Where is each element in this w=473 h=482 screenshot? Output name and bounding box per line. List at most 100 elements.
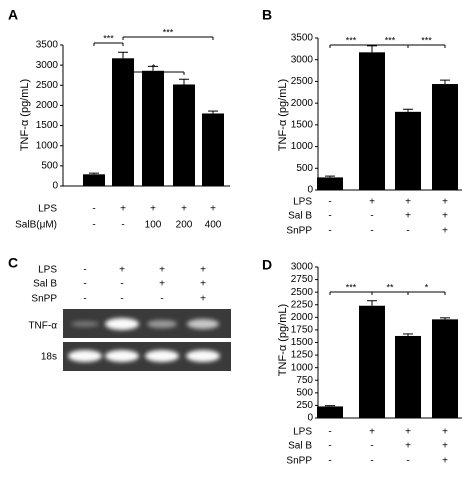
- gel-band: [147, 320, 177, 328]
- condition-value: +: [442, 197, 448, 208]
- y-tick-label: 750: [296, 375, 313, 386]
- bar: [173, 84, 195, 186]
- y-tick-label: 3500: [291, 33, 314, 44]
- y-axis-label: TNF-α (pg/mL): [277, 304, 289, 376]
- y-tick-label: 1500: [36, 120, 59, 131]
- y-tick-label: 2750: [291, 274, 314, 285]
- condition-value: +: [442, 441, 448, 452]
- y-tick-label: 0: [307, 413, 313, 424]
- condition-value: -: [160, 294, 163, 305]
- y-tick-label: 3000: [291, 262, 314, 273]
- condition-value: +: [405, 427, 411, 438]
- condition-label: SnPP: [31, 294, 57, 305]
- bar: [395, 335, 421, 418]
- condition-value: -: [92, 220, 95, 231]
- y-tick-label: 3500: [36, 40, 59, 51]
- gel-band: [186, 350, 220, 362]
- condition-value: -: [328, 197, 331, 208]
- y-tick-label: 1750: [291, 325, 314, 336]
- y-tick-label: 2000: [291, 98, 314, 109]
- condition-value: -: [92, 204, 95, 215]
- condition-value: -: [328, 427, 331, 438]
- condition-label: Sal B: [288, 211, 312, 222]
- y-tick-label: 1000: [291, 362, 314, 373]
- condition-value: +: [442, 427, 448, 438]
- condition-value: -: [83, 265, 86, 276]
- panel-letter: B: [262, 7, 272, 23]
- condition-value: +: [442, 226, 448, 237]
- condition-value: +: [181, 204, 187, 215]
- condition-value: +: [119, 265, 125, 276]
- condition-value: -: [120, 294, 123, 305]
- condition-label: LPS: [293, 427, 312, 438]
- condition-value: +: [369, 427, 375, 438]
- condition-value: 100: [145, 220, 162, 231]
- sig-label: *: [152, 62, 156, 72]
- condition-label: Sal B: [288, 441, 312, 452]
- sig-label: ***: [421, 35, 432, 45]
- gel-band: [105, 318, 139, 330]
- condition-value: +: [120, 204, 126, 215]
- sig-label: ***: [163, 27, 174, 37]
- bar: [317, 406, 343, 418]
- sig-label: ***: [346, 282, 357, 292]
- panel-letter: D: [262, 257, 272, 273]
- condition-value: -: [328, 441, 331, 452]
- y-tick-label: 500: [41, 160, 58, 171]
- sig-label: **: [386, 282, 394, 292]
- bar: [432, 84, 458, 190]
- bar: [395, 111, 421, 190]
- condition-value: +: [159, 265, 165, 276]
- condition-value: +: [405, 441, 411, 452]
- condition-value: -: [328, 456, 331, 467]
- condition-value: -: [83, 294, 86, 305]
- y-tick-label: 1500: [291, 337, 314, 348]
- y-tick-label: 3000: [36, 60, 59, 71]
- condition-value: -: [406, 456, 409, 467]
- gel-row-label: 18s: [41, 352, 57, 363]
- condition-value: +: [405, 197, 411, 208]
- y-tick-label: 1500: [291, 119, 314, 130]
- sig-label: ***: [346, 35, 357, 45]
- condition-value: 200: [176, 220, 193, 231]
- y-axis-label: TNF-α (pg/mL): [19, 79, 31, 151]
- y-tick-label: 2000: [291, 312, 314, 323]
- bar: [112, 58, 134, 187]
- y-tick-label: 1250: [291, 350, 314, 361]
- y-tick-label: 2250: [291, 299, 314, 310]
- sig-label: ***: [385, 35, 396, 45]
- panel-letter: C: [8, 255, 18, 271]
- y-tick-label: 0: [52, 181, 58, 192]
- condition-value: -: [370, 226, 373, 237]
- y-tick-label: 250: [296, 400, 313, 411]
- condition-value: -: [406, 226, 409, 237]
- bar: [317, 177, 343, 190]
- condition-value: +: [200, 294, 206, 305]
- bar: [432, 319, 458, 418]
- condition-label: LPS: [38, 265, 57, 276]
- condition-label: SnPP: [286, 226, 312, 237]
- condition-value: +: [210, 204, 216, 215]
- bar: [202, 113, 224, 186]
- y-tick-label: 2500: [291, 76, 314, 87]
- y-tick-label: 1000: [36, 140, 59, 151]
- y-tick-label: 3000: [291, 54, 314, 65]
- y-tick-label: 0: [307, 185, 313, 196]
- bar: [359, 52, 385, 191]
- gel-band: [187, 319, 219, 329]
- condition-value: -: [121, 220, 124, 231]
- condition-value: -: [120, 279, 123, 290]
- gel-band: [71, 321, 99, 327]
- bar: [359, 305, 385, 418]
- sig-label: *: [425, 282, 429, 292]
- condition-label: Sal B: [33, 279, 57, 290]
- condition-label: LPS: [38, 204, 57, 215]
- y-tick-label: 1000: [291, 141, 314, 152]
- condition-label: SnPP: [286, 456, 312, 467]
- gel-row-label: TNF-α: [28, 321, 57, 332]
- condition-value: +: [369, 197, 375, 208]
- condition-value: -: [328, 226, 331, 237]
- y-tick-label: 2000: [36, 100, 59, 111]
- condition-label: SalB(μM): [15, 220, 57, 231]
- condition-value: +: [405, 211, 411, 222]
